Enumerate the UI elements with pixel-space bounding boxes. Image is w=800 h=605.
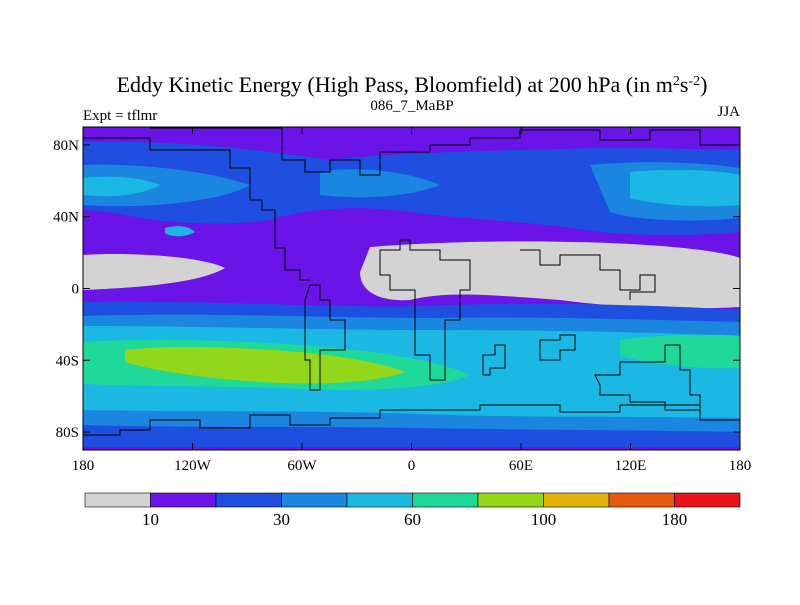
colorbar-swatch [674,492,741,508]
equatorial-min-pacific [83,254,225,290]
longitude-axis: 180 120W 60W 0 60E 120E 180 [72,127,752,474]
colorbar-label: 100 [531,510,557,529]
equatorial-min-africa-asia [360,241,740,309]
lon-tick-label: 120W [174,458,212,474]
colorbar-label: 60 [404,510,421,529]
lat-tick-label: 80N [53,138,79,154]
nh-cyan-band [83,169,740,237]
nh-medblue-band [83,162,740,221]
lon-tick-label: 60E [509,458,533,474]
colorbar-swatch [281,492,348,508]
colorbar-swatch [608,492,675,508]
lon-tick-label: 120E [615,458,647,474]
lon-tick-label: 180 [729,458,752,474]
colorbar-labels: 10 30 60 100 180 [142,510,687,529]
ekenergy-field [83,127,740,450]
latitude-axis: 80N 40N 0 40S 80S [53,138,740,441]
colorbar-label: 180 [662,510,688,529]
colorbar-swatch [150,492,217,508]
lon-tick-label: 60W [287,458,317,474]
colorbar-swatch [477,492,544,508]
coastlines [83,127,740,436]
season-label: JJA [717,104,740,120]
colorbar-swatch [215,492,282,508]
colorbar [84,492,741,508]
lat-tick-label: 40N [53,210,79,226]
sh-jet-max [125,347,405,384]
run-label: 086_7_MaBP [370,98,453,114]
experiment-label: Expt = tflmr [83,108,157,124]
colorbar-swatch [412,492,479,508]
lat-tick-label: 80S [56,425,79,441]
lon-tick-label: 180 [72,458,95,474]
lat-tick-label: 0 [72,282,80,298]
lon-tick-label: 0 [408,458,416,474]
colorbar-label: 30 [273,510,290,529]
figure-title: Eddy Kinetic Energy (High Pass, Bloomfie… [117,72,708,97]
colorbar-swatch [84,492,151,508]
lat-tick-label: 40S [56,353,79,369]
colorbar-swatch [543,492,610,508]
colorbar-swatch [346,492,413,508]
colorbar-label: 10 [142,510,159,529]
